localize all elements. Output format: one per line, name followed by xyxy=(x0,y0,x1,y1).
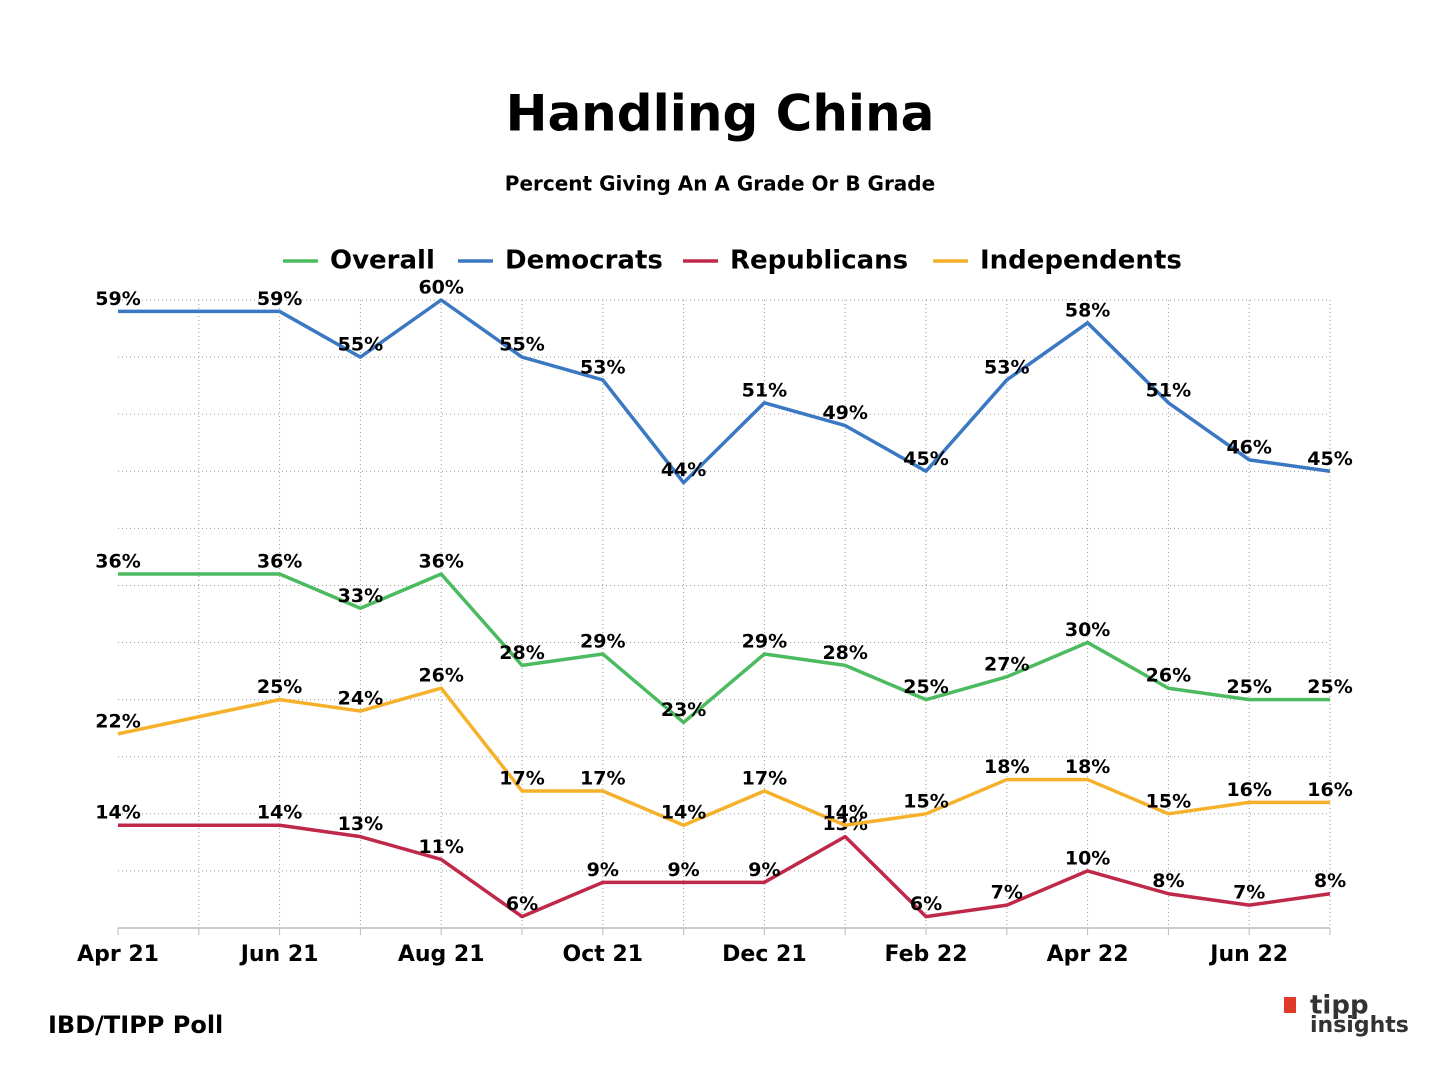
data-label: 17% xyxy=(742,767,787,789)
data-label: 22% xyxy=(95,710,140,732)
data-label: 29% xyxy=(580,630,625,652)
data-label: 30% xyxy=(1065,619,1110,641)
legend-label: Republicans xyxy=(730,246,908,276)
data-label: 10% xyxy=(1065,847,1110,869)
x-tick-label: Jun 22 xyxy=(1208,942,1288,967)
data-label: 14% xyxy=(95,802,140,824)
data-label: 9% xyxy=(667,859,699,881)
data-label: 49% xyxy=(822,402,867,424)
data-label: 26% xyxy=(1146,665,1191,687)
data-label: 60% xyxy=(418,277,463,299)
data-label: 51% xyxy=(742,379,787,401)
data-label: 7% xyxy=(991,882,1023,904)
x-tick-label: Apr 21 xyxy=(77,942,159,967)
logo-text: tipp xyxy=(1310,991,1369,1021)
data-label: 44% xyxy=(661,459,706,481)
chart-title: Handling China xyxy=(506,85,935,143)
data-label: 14% xyxy=(661,802,706,824)
series-line xyxy=(117,686,1330,827)
data-label: 59% xyxy=(257,288,302,310)
data-label: 8% xyxy=(1152,870,1184,892)
data-label: 13% xyxy=(338,813,383,835)
legend-label: Democrats xyxy=(505,246,663,276)
x-tick-label: Jun 21 xyxy=(239,942,319,967)
data-label: 55% xyxy=(499,334,544,356)
legend-label: Overall xyxy=(330,246,435,276)
data-label: 26% xyxy=(418,665,463,687)
chart-subtitle: Percent Giving An A Grade Or B Grade xyxy=(505,172,935,196)
logo-text: insights xyxy=(1310,1013,1409,1038)
data-label: 46% xyxy=(1226,436,1271,458)
series-line xyxy=(118,823,1331,919)
data-label: 25% xyxy=(257,676,302,698)
logo: tipp insights xyxy=(1284,991,1409,1038)
data-label: 25% xyxy=(1226,676,1271,698)
data-label: 24% xyxy=(338,688,383,710)
data-label: 9% xyxy=(587,859,619,881)
data-label: 51% xyxy=(1146,379,1191,401)
data-label: 53% xyxy=(984,356,1029,378)
data-label: 18% xyxy=(1065,756,1110,778)
data-label: 7% xyxy=(1233,882,1265,904)
data-label: 6% xyxy=(910,893,942,915)
legend-label: Independents xyxy=(980,246,1182,276)
data-label: 14% xyxy=(822,802,867,824)
data-label: 25% xyxy=(903,676,948,698)
data-label: 59% xyxy=(95,288,140,310)
x-tick-label: Feb 22 xyxy=(884,942,967,967)
data-label: 15% xyxy=(1146,790,1191,812)
x-tick-label: Apr 22 xyxy=(1047,942,1129,967)
data-label: 58% xyxy=(1065,299,1110,321)
x-tick-label: Oct 21 xyxy=(563,942,644,967)
data-label: 17% xyxy=(499,767,544,789)
data-label: 8% xyxy=(1314,870,1346,892)
series-line xyxy=(118,298,1331,485)
data-label: 27% xyxy=(984,653,1029,675)
data-label: 14% xyxy=(257,802,302,824)
data-label: 36% xyxy=(418,551,463,573)
data-label: 29% xyxy=(742,630,787,652)
x-tick-label: Aug 21 xyxy=(398,942,485,967)
data-label: 36% xyxy=(95,551,140,573)
data-label: 9% xyxy=(748,859,780,881)
data-label: 23% xyxy=(661,699,706,721)
data-label: 25% xyxy=(1307,676,1352,698)
series-line xyxy=(118,572,1330,725)
logo-icon xyxy=(1284,997,1296,1013)
data-label: 16% xyxy=(1307,779,1352,801)
data-label: 45% xyxy=(903,448,948,470)
data-label: 17% xyxy=(580,767,625,789)
data-label: 45% xyxy=(1307,448,1352,470)
data-label: 6% xyxy=(506,893,538,915)
data-label: 28% xyxy=(822,642,867,664)
data-label: 18% xyxy=(984,756,1029,778)
data-label: 28% xyxy=(499,642,544,664)
x-tick-label: Dec 21 xyxy=(722,942,807,967)
data-label: 11% xyxy=(418,836,463,858)
data-label: 15% xyxy=(903,790,948,812)
data-label: 53% xyxy=(580,356,625,378)
data-label: 16% xyxy=(1226,779,1271,801)
data-label: 33% xyxy=(338,585,383,607)
source: IBD/TIPP Poll xyxy=(48,1011,223,1039)
data-label: 55% xyxy=(338,334,383,356)
data-label: 36% xyxy=(257,551,302,573)
